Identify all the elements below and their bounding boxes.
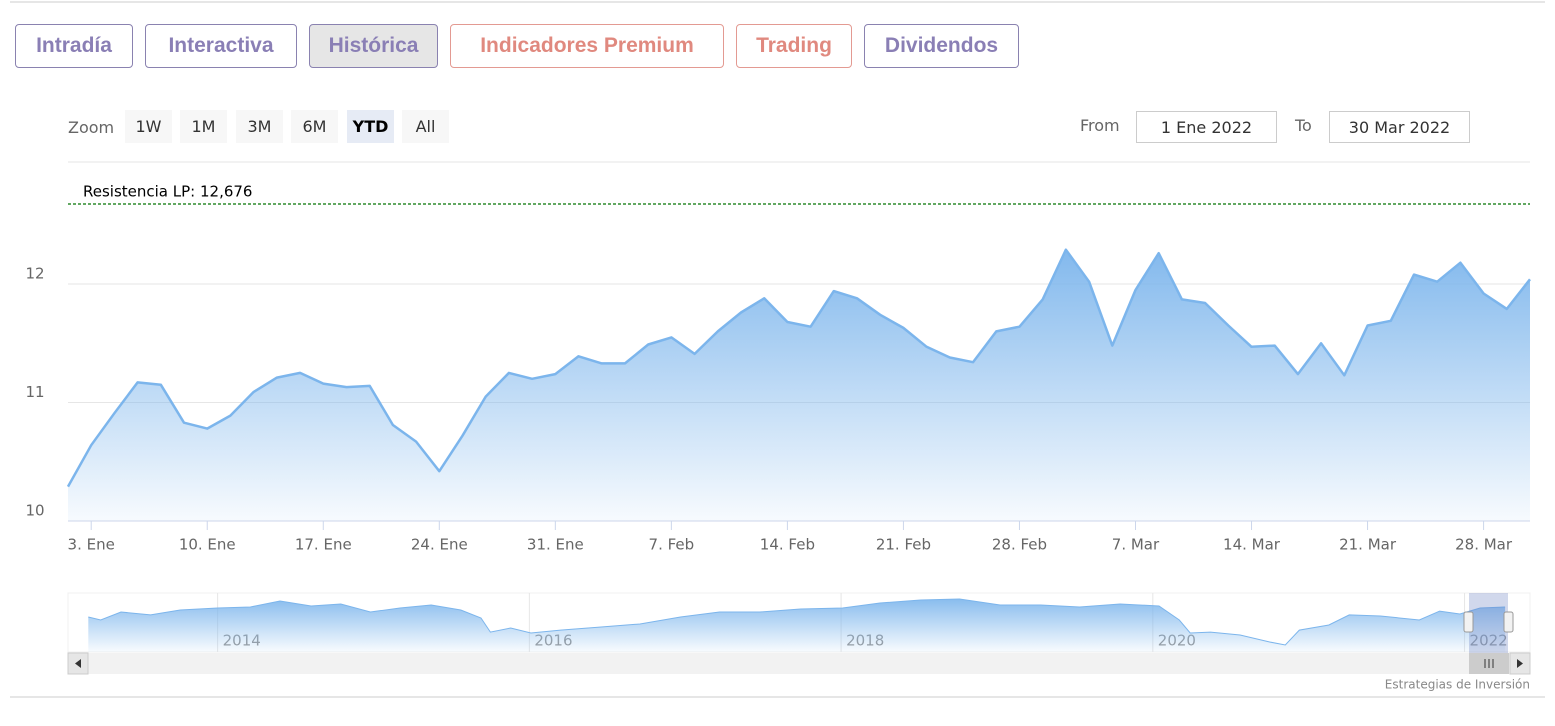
tab[interactable]: Trading <box>736 24 852 68</box>
tab[interactable]: Histórica <box>309 24 438 68</box>
grip-icon <box>1484 659 1494 668</box>
tab[interactable]: Dividendos <box>864 24 1019 68</box>
zoom-button[interactable]: All <box>402 110 449 143</box>
x-tick-label: 31. Ene <box>527 536 584 554</box>
tab[interactable]: Indicadores Premium <box>450 24 724 68</box>
nav-handle[interactable] <box>1503 611 1514 633</box>
tab[interactable]: Interactiva <box>145 24 297 68</box>
x-tick-label: 21. Feb <box>876 536 931 554</box>
nav-handle[interactable] <box>1463 611 1474 633</box>
credit: Estrategias de Inversión <box>1385 678 1530 692</box>
to-input[interactable]: 30 Mar 2022 <box>1329 111 1470 143</box>
line <box>66 248 1531 488</box>
zoom-button[interactable]: 6M <box>291 110 338 143</box>
zoom-button[interactable]: YTD <box>347 110 394 143</box>
arrow-icon <box>1517 659 1523 668</box>
zoom-label: Zoom <box>68 118 115 137</box>
x-tick-label: 21. Mar <box>1339 536 1397 554</box>
zoom-button[interactable]: 1W <box>125 110 172 143</box>
from-label: From <box>1080 116 1120 135</box>
y-tick-label: 11 <box>25 383 44 401</box>
x-tick-label: 24. Ene <box>411 536 468 554</box>
zoom-button[interactable]: 1M <box>180 110 227 143</box>
x-tick-label: 7. Mar <box>1112 536 1160 554</box>
to-label: To <box>1295 116 1312 135</box>
arrow-icon <box>75 659 81 668</box>
x-tick-label: 28. Mar <box>1455 536 1513 554</box>
area <box>68 249 1530 521</box>
nav-line <box>88 598 1506 646</box>
x-tick-label: 28. Feb <box>992 536 1047 554</box>
y-tick-label: 12 <box>25 265 44 283</box>
navigator: 20142016201820202022 <box>67 592 1531 653</box>
tab[interactable]: Intradía <box>15 24 133 68</box>
resistance-label: Resistencia LP: 12,676 <box>83 182 252 200</box>
scrollbar[interactable] <box>68 653 1530 674</box>
x-tick-label: 14. Feb <box>760 536 815 554</box>
x-tick-label: 17. Ene <box>295 536 352 554</box>
x-tick-label: 14. Mar <box>1223 536 1281 554</box>
zoom-button[interactable]: 3M <box>236 110 283 143</box>
x-tick-label: 7. Feb <box>649 536 695 554</box>
from-input[interactable]: 1 Ene 2022 <box>1136 111 1277 143</box>
nav-area <box>88 599 1506 652</box>
nav-selection[interactable] <box>1469 593 1508 653</box>
main-plot: 10 11 12 3. Ene 10. Ene 17. Ene 24. Ene 31. Ene… <box>25 182 1531 554</box>
x-tick-label: 3. Ene <box>68 536 115 554</box>
y-tick-label: 10 <box>25 502 44 520</box>
x-tick-label: 10. Ene <box>179 536 236 554</box>
